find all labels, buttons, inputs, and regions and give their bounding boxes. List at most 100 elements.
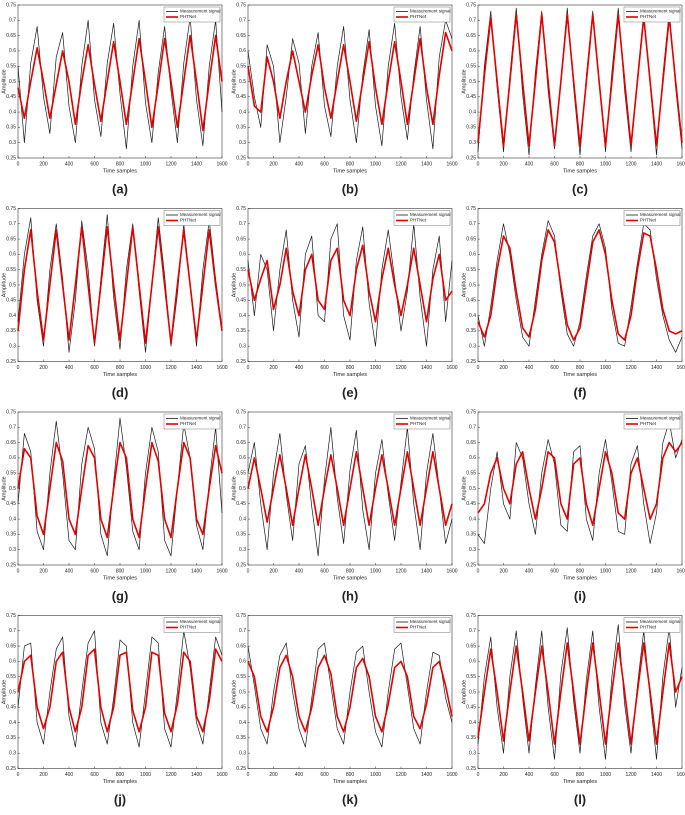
- y-tick-label: 0.45: [6, 94, 16, 100]
- x-tick-label: 0: [477, 772, 480, 778]
- y-tick-label: 0.5: [239, 689, 246, 695]
- panel: 0.25 0.3 0.35 0.4 0.45 0.5 0.55 0.6 0.65 0.7 0.75 0…: [1, 613, 227, 807]
- y-tick-label: 0.25: [236, 562, 246, 568]
- y-tick-label: 0.6: [9, 252, 16, 258]
- y-tick-label: 0.65: [236, 440, 246, 446]
- x-tick-label: 1400: [421, 365, 432, 371]
- x-axis-label: Time samples: [563, 779, 597, 785]
- y-tick-label: 0.4: [469, 313, 476, 319]
- y-tick-label: 0.3: [469, 547, 476, 553]
- legend-label: PHTNet: [640, 218, 657, 223]
- x-tick-label: 600: [90, 772, 99, 778]
- data-line: [477, 441, 683, 527]
- x-tick-label: 1200: [625, 161, 636, 167]
- y-axis-label: Amplitude: [1, 476, 7, 500]
- x-tick-label: 1600: [216, 772, 227, 778]
- y-tick-label: 0.7: [469, 18, 476, 24]
- x-tick-label: 400: [525, 772, 534, 778]
- x-tick-label: 200: [499, 365, 508, 371]
- y-tick-label: 0.75: [6, 409, 16, 415]
- legend-label: Measurement signal: [180, 9, 221, 14]
- x-tick-label: 1200: [395, 568, 406, 574]
- legend-label: PHTNet: [180, 421, 197, 426]
- y-tick-label: 0.75: [466, 206, 476, 212]
- data-line: [247, 642, 453, 748]
- y-tick-label: 0.4: [469, 720, 476, 726]
- x-tick-label: 200: [269, 568, 278, 574]
- x-tick-label: 200: [499, 568, 508, 574]
- y-tick-label: 0.55: [466, 674, 476, 680]
- y-tick-label: 0.35: [236, 328, 246, 334]
- y-tick-label: 0.7: [239, 628, 246, 634]
- y-tick-label: 0.35: [236, 735, 246, 741]
- x-tick-label: 1400: [191, 365, 202, 371]
- x-tick-label: 1400: [421, 568, 432, 574]
- x-tick-label: 1600: [676, 772, 685, 778]
- x-axis-label: Time samples: [103, 779, 137, 785]
- caption: (b): [342, 181, 359, 196]
- y-tick-label: 0.25: [236, 766, 246, 772]
- y-tick-label: 0.5: [469, 79, 476, 85]
- panel: 0.25 0.3 0.35 0.4 0.45 0.5 0.55 0.6 0.65 0.7 0.75 0…: [1, 206, 227, 400]
- y-tick-label: 0.35: [6, 125, 16, 131]
- legend-label: Measurement signal: [180, 416, 221, 421]
- panel: 0.25 0.3 0.35 0.4 0.45 0.5 0.55 0.6 0.65 0.7 0.75 0…: [1, 2, 227, 196]
- legend-label: PHTNet: [410, 421, 427, 426]
- y-tick-label: 0.4: [239, 109, 246, 115]
- legend-label: PHTNet: [180, 14, 197, 19]
- y-tick-label: 0.55: [466, 471, 476, 477]
- data-line: [247, 31, 453, 126]
- x-tick-label: 400: [295, 161, 304, 167]
- y-tick-label: 0.75: [236, 409, 246, 415]
- legend-box: [623, 413, 681, 430]
- x-tick-label: 1400: [651, 772, 662, 778]
- y-tick-label: 0.45: [466, 298, 476, 304]
- legend-label: Measurement signal: [180, 619, 221, 624]
- x-tick-label: 800: [346, 568, 355, 574]
- y-tick-label: 0.75: [6, 206, 16, 212]
- y-axis-label: Amplitude: [231, 273, 237, 297]
- y-tick-label: 0.65: [6, 33, 16, 39]
- y-tick-label: 0.3: [469, 140, 476, 146]
- legend-box: [393, 617, 451, 633]
- x-tick-label: 1000: [370, 365, 381, 371]
- panel: 0.25 0.3 0.35 0.4 0.45 0.5 0.55 0.6 0.65 0.7 0.75 0…: [231, 2, 457, 196]
- y-tick-label: 0.35: [236, 125, 246, 131]
- y-tick-label: 0.65: [466, 33, 476, 39]
- y-tick-label: 0.5: [239, 282, 246, 288]
- legend-box: [163, 413, 221, 430]
- data-line: [477, 642, 683, 745]
- y-tick-label: 0.65: [6, 643, 16, 649]
- y-tick-label: 0.3: [469, 344, 476, 350]
- data-line: [17, 630, 223, 748]
- legend-label: Measurement signal: [640, 619, 681, 624]
- x-tick-label: 800: [576, 772, 585, 778]
- x-tick-label: 1600: [446, 365, 457, 371]
- y-tick-label: 0.4: [9, 720, 16, 726]
- panel: 0.25 0.3 0.35 0.4 0.45 0.5 0.55 0.6 0.65 0.7 0.75 0…: [461, 409, 685, 603]
- x-tick-label: 1000: [600, 365, 611, 371]
- y-tick-label: 0.75: [6, 2, 16, 8]
- legend-label: Measurement signal: [410, 619, 451, 624]
- legend-box: [393, 6, 451, 23]
- panel: 0.25 0.3 0.35 0.4 0.45 0.5 0.55 0.6 0.65 0.7 0.75 0…: [231, 613, 457, 807]
- legend-label: PHTNet: [640, 421, 657, 426]
- caption: (a): [112, 181, 128, 196]
- plot-area: [17, 615, 223, 769]
- y-tick-label: 0.25: [6, 766, 16, 772]
- data-line: [17, 226, 223, 344]
- x-tick-label: 1000: [370, 568, 381, 574]
- data-line: [247, 426, 453, 557]
- x-tick-label: 0: [477, 365, 480, 371]
- x-tick-label: 600: [90, 568, 99, 574]
- x-tick-label: 1400: [421, 772, 432, 778]
- y-axis-label: Amplitude: [231, 680, 237, 704]
- legend-box: [163, 6, 221, 23]
- x-tick-label: 400: [295, 365, 304, 371]
- y-tick-label: 0.55: [6, 471, 16, 477]
- y-tick-label: 0.45: [6, 501, 16, 507]
- x-tick-label: 1400: [651, 365, 662, 371]
- y-tick-label: 0.5: [9, 486, 16, 492]
- data-line: [17, 648, 223, 733]
